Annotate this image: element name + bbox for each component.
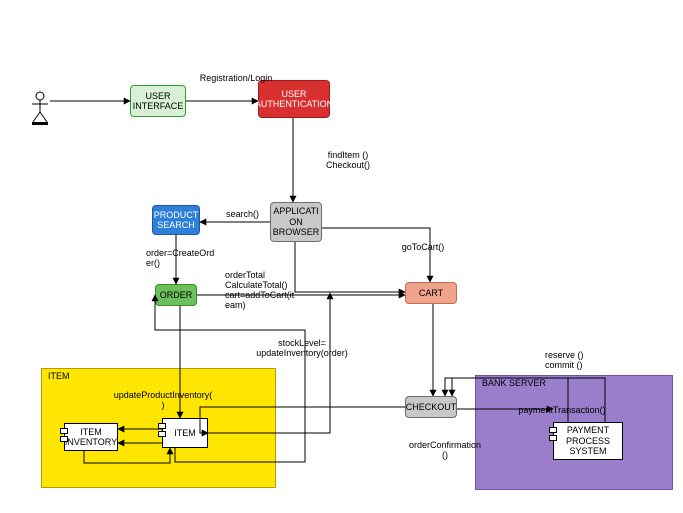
group-item-title: ITEM: [48, 371, 70, 381]
node-item: ITEM: [162, 418, 208, 448]
node-application-browser: APPLICATIONBROWSER: [270, 202, 322, 242]
node-user-interface: USERINTERFACE: [130, 85, 186, 117]
label-finditem-checkout: findItem ()Checkout(): [308, 150, 388, 170]
label-payment-transaction: paymentTransaction(): [497, 405, 627, 415]
node-order: ORDER: [155, 284, 197, 306]
group-bank-title: BANK SERVER: [482, 378, 546, 388]
label-order-confirmation: orderConfirmation(): [390, 440, 500, 460]
label-stock-level: stockLevel=updateInventory(order): [232, 338, 372, 358]
label-reserve-commit: reserve ()commit (): [545, 350, 625, 370]
node-payment-process-system: PAYMENTPROCESSSYSTEM: [553, 422, 623, 460]
node-cart: CART: [405, 282, 457, 304]
actor-icon: [30, 90, 50, 131]
node-item-inventory: ITEMINVENTORY: [64, 423, 118, 451]
label-search: search(): [220, 209, 265, 219]
label-registration-login: Registration/Login: [186, 73, 286, 83]
label-update-product-inventory: updateProductInventory(): [93, 390, 233, 410]
label-create-order: order=CreateOrder(): [146, 248, 236, 268]
label-gotocart: goToCart(): [393, 242, 453, 252]
node-checkout: CHECKOUT: [405, 396, 457, 418]
node-product-search: PRODUCTSEARCH: [152, 205, 200, 235]
node-user-authentication: USERAUTHENTICATION: [258, 80, 330, 118]
label-order-total: orderTotalCalculateTotal()cart=addToCart…: [225, 270, 335, 310]
diagram-canvas: ITEM BANK SERVER USERINTERFACE USERAUTHE…: [0, 0, 683, 513]
